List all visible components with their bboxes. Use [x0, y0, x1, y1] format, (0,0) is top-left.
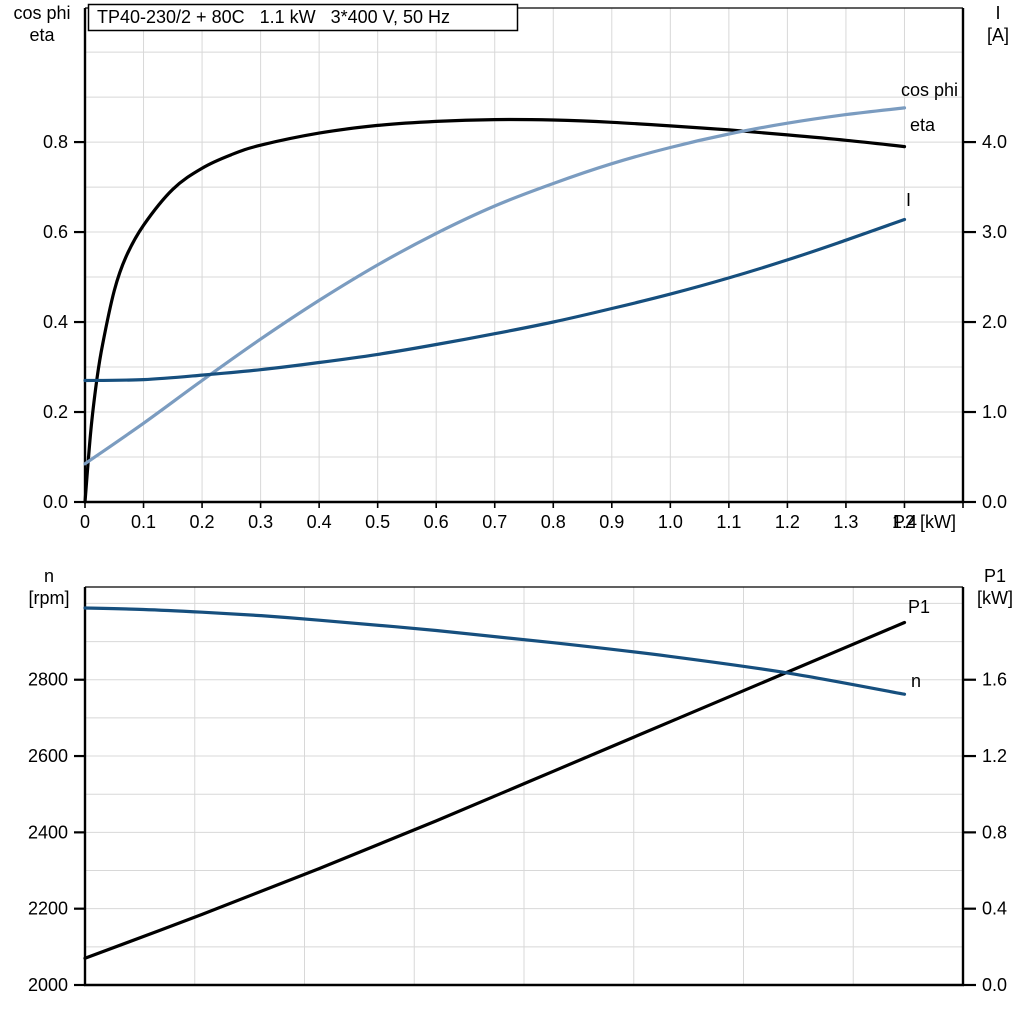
title-box	[87, 3, 519, 32]
x-tick-label: 0	[80, 512, 90, 532]
x-axis-unit-label: P2 [kW]	[893, 512, 956, 532]
right-tick-label: 4.0	[982, 132, 1007, 152]
curve-p1	[83, 620, 907, 960]
x-tick-label: 0.1	[131, 512, 156, 532]
right-tick-label: 1.6	[982, 670, 1007, 690]
x-tick-label: 0.7	[482, 512, 507, 532]
left-tick-label: 0.2	[43, 402, 68, 422]
right-tick-label: 0.0	[982, 492, 1007, 512]
bottom-chart: 2000 2200 2400 2600 2800 0.0 0.4 0.8 1.2 1.6	[28, 586, 1007, 995]
x-tick-label: 1.4	[892, 512, 917, 532]
top-left-axis-title-line2: eta	[29, 25, 55, 45]
left-tick-label: 2000	[28, 975, 68, 995]
left-tick-label: 2800	[28, 670, 68, 690]
right-tick-label: 0.8	[982, 822, 1007, 842]
bottom-right-axis-title-line2: [kW]	[977, 588, 1013, 608]
curve-n	[83, 606, 907, 696]
top-right-axis-title-line1: I	[995, 3, 1000, 23]
x-tick-label: 0.3	[248, 512, 273, 532]
right-tick-label: 2.0	[982, 312, 1007, 332]
bottom-left-axis-title-line1: n	[44, 566, 54, 586]
bottom-right-axis-title-line1: P1	[984, 566, 1006, 586]
curve-label-p1: P1	[908, 597, 930, 617]
top-left-axis-title-line1: cos phi	[13, 3, 70, 23]
top-right-axis-title-line2: [A]	[987, 25, 1009, 45]
left-tick-label: 2200	[28, 899, 68, 919]
curve-label-n: n	[911, 671, 921, 691]
left-tick-label: 0.6	[43, 222, 68, 242]
right-tick-label: 0.0	[982, 975, 1007, 995]
x-tick-label: 0.2	[190, 512, 215, 532]
x-tick-label: 1.0	[658, 512, 683, 532]
right-tick-label: 3.0	[982, 222, 1007, 242]
x-tick-label: 1.1	[716, 512, 741, 532]
right-tick-label: 0.4	[982, 899, 1007, 919]
top-chart: 0.0 0.2 0.4 0.6 0.8 0.0 1.0 2.0 3.0 4.0 0 0.1 0.2 0.3…	[43, 7, 1007, 532]
x-tick-label: 1.3	[833, 512, 858, 532]
x-tick-label: 0.5	[365, 512, 390, 532]
bottom-left-axis-title-line2: [rpm]	[28, 588, 69, 608]
curve-label-cos-phi: cos phi	[901, 80, 958, 100]
curve-eta	[83, 117, 907, 504]
curve-label-eta: eta	[910, 115, 936, 135]
left-tick-label: 2600	[28, 746, 68, 766]
left-tick-label: 0.0	[43, 492, 68, 512]
curve-label-current: I	[906, 190, 911, 210]
chart-title: TP40-230/2 + 80C 1.1 kW 3*400 V, 50 Hz	[97, 7, 450, 27]
x-tick-label: 0.4	[307, 512, 332, 532]
right-tick-label: 1.2	[982, 746, 1007, 766]
x-tick-label: 0.6	[424, 512, 449, 532]
left-tick-label: 0.8	[43, 132, 68, 152]
x-tick-label: 0.9	[599, 512, 624, 532]
right-tick-label: 1.0	[982, 402, 1007, 422]
x-tick-label: 1.2	[775, 512, 800, 532]
x-tick-label: 0.8	[541, 512, 566, 532]
left-tick-label: 2400	[28, 822, 68, 842]
curve-i	[83, 217, 907, 383]
left-tick-label: 0.4	[43, 312, 68, 332]
